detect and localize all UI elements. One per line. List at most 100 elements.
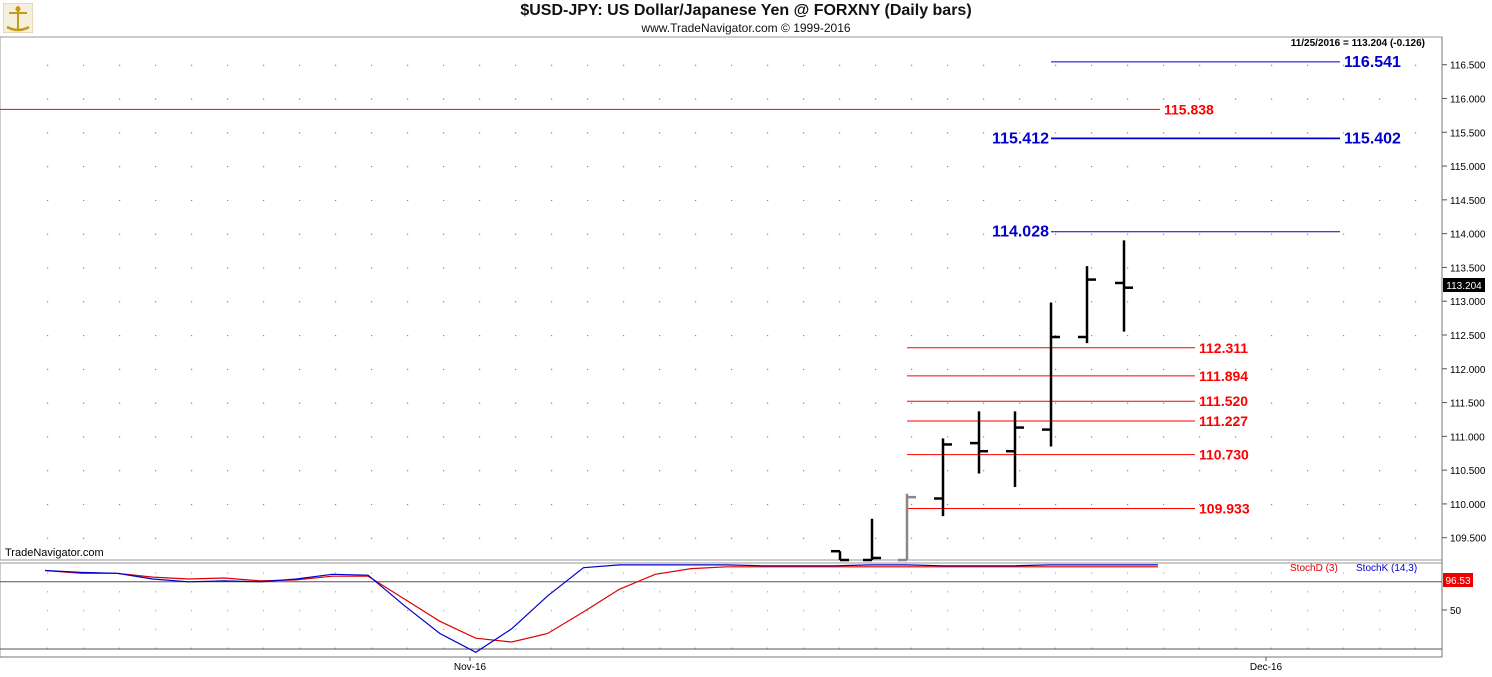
grid-dot (587, 591, 589, 593)
grid-dot (1343, 591, 1345, 593)
grid-dot (155, 402, 157, 404)
chart-title: $USD-JPY: US Dollar/Japanese Yen @ FORXN… (520, 2, 972, 19)
grid-dots (47, 64, 1417, 649)
grid-dot (1415, 199, 1417, 202)
grid-dot (587, 301, 589, 303)
grid-dot (335, 402, 337, 404)
grid-dot (767, 402, 769, 404)
stoch-tick-label: 50 (1450, 606, 1462, 617)
grid-dot (1379, 610, 1381, 612)
grid-dot (1307, 334, 1309, 337)
grid-dot (551, 572, 553, 574)
grid-dot (1055, 436, 1057, 438)
grid-dot (911, 98, 913, 100)
grid-dot (335, 64, 337, 66)
legend-stochk: StochK (14,3) (1356, 563, 1417, 574)
grid-dot (623, 199, 625, 202)
grid-dot (875, 610, 877, 612)
grid-dot (803, 537, 805, 539)
grid-dot (263, 64, 265, 66)
grid-dot (1343, 572, 1345, 574)
grid-dot (767, 132, 769, 134)
grid-dot (1019, 572, 1021, 574)
grid-dot (1199, 233, 1201, 235)
grid-dot (263, 166, 265, 168)
grid-dot (407, 166, 409, 168)
price-tick-label: 111.500 (1450, 399, 1485, 410)
grid-dot (1127, 610, 1129, 612)
grid-dot (299, 334, 301, 337)
grid-dot (1055, 301, 1057, 303)
grid-dot (1235, 628, 1237, 630)
grid-dot (1235, 166, 1237, 168)
grid-dot (47, 267, 49, 269)
level-label: 111.227 (1199, 413, 1248, 429)
grid-dot (875, 301, 877, 303)
price-tick-label: 113.500 (1450, 263, 1486, 274)
grid-dot (371, 610, 373, 612)
grid-dot (47, 233, 49, 235)
grid-dot (263, 301, 265, 303)
grid-dot (1271, 591, 1273, 593)
grid-dot (767, 628, 769, 630)
grid-dot (947, 166, 949, 168)
grid-dot (515, 98, 517, 100)
grid-dot (119, 301, 121, 303)
grid-dot (875, 537, 877, 539)
grid-dot (479, 647, 481, 649)
grid-dot (191, 470, 193, 472)
grid-dot (1235, 503, 1237, 506)
grid-dot (731, 166, 733, 168)
grid-dot (731, 610, 733, 612)
grid-dot (1199, 610, 1201, 612)
grid-dot (1199, 402, 1201, 404)
grid-dot (1415, 166, 1417, 168)
grid-dot (227, 628, 229, 630)
grid-dot (1343, 402, 1345, 404)
grid-dot (263, 591, 265, 593)
grid-dot (443, 591, 445, 593)
price-tick-label: 111.000 (1450, 432, 1485, 443)
grid-dot (1091, 301, 1093, 303)
watermark: TradeNavigator.com (5, 547, 104, 559)
grid-dot (1271, 64, 1273, 66)
grid-dot (155, 64, 157, 66)
grid-dot (191, 301, 193, 303)
grid-dot (1343, 503, 1345, 506)
grid-dot (947, 572, 949, 574)
grid-dot (227, 368, 229, 370)
grid-dot (227, 98, 229, 100)
ohlc-bar (898, 493, 916, 562)
grid-dot (1091, 647, 1093, 649)
price-tick-label: 115.000 (1450, 162, 1486, 173)
grid-dot (1163, 503, 1165, 506)
grid-dot (119, 537, 121, 539)
grid-dot (911, 64, 913, 66)
chart-subtitle: www.TradeNavigator.com © 1999-2016 (641, 21, 851, 35)
grid-dot (1091, 628, 1093, 630)
grid-dot (83, 267, 85, 269)
grid-dot (443, 503, 445, 506)
grid-dot (983, 64, 985, 66)
grid-dot (1307, 647, 1309, 649)
grid-dot (299, 628, 301, 630)
grid-dot (1199, 334, 1201, 337)
grid-dot (659, 98, 661, 100)
grid-dot (47, 572, 49, 574)
grid-dot (515, 199, 517, 202)
grid-dot (1055, 591, 1057, 593)
grid-dot (1271, 199, 1273, 202)
grid-dot (1379, 233, 1381, 235)
grid-dot (371, 591, 373, 593)
grid-dot (1019, 503, 1021, 506)
grid-dot (515, 64, 517, 66)
grid-dot (1199, 572, 1201, 574)
grid-dot (407, 591, 409, 593)
grid-dot (335, 436, 337, 438)
grid-dot (407, 233, 409, 235)
grid-dot (443, 368, 445, 370)
grid-dot (623, 572, 625, 574)
grid-dot (479, 537, 481, 539)
grid-dot (983, 572, 985, 574)
grid-dot (911, 470, 913, 472)
